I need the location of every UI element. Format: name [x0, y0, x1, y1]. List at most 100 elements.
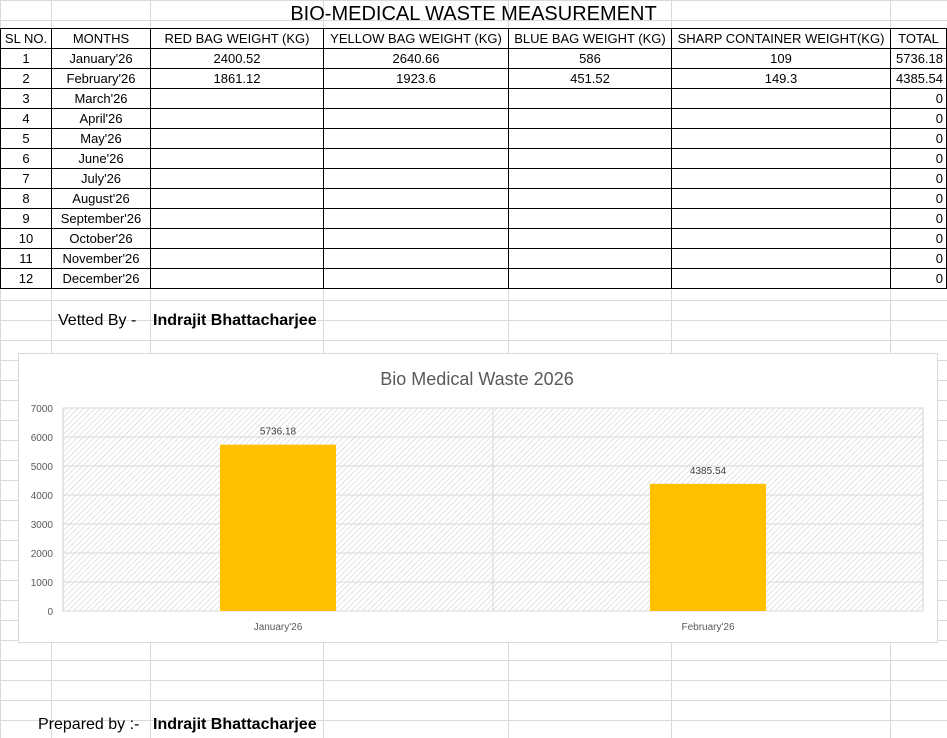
- column-header[interactable]: SL NO.: [0, 28, 52, 49]
- table-cell[interactable]: 4385.54: [890, 68, 947, 89]
- table-cell[interactable]: 3: [0, 88, 52, 109]
- table-cell[interactable]: [150, 168, 324, 189]
- table-cell[interactable]: [671, 128, 891, 149]
- column-header[interactable]: RED BAG WEIGHT (KG): [150, 28, 324, 49]
- table-cell[interactable]: June'26: [51, 148, 151, 169]
- vetted-by-name[interactable]: Indrajit Bhattacharjee: [153, 312, 317, 329]
- table-cell[interactable]: [323, 248, 509, 269]
- prepared-by-name[interactable]: Indrajit Bhattacharjee: [153, 716, 317, 733]
- table-cell[interactable]: [671, 188, 891, 209]
- table-cell[interactable]: [323, 228, 509, 249]
- table-cell[interactable]: 0: [890, 228, 947, 249]
- column-header[interactable]: BLUE BAG WEIGHT (KG): [508, 28, 672, 49]
- sheet-title[interactable]: BIO-MEDICAL WASTE MEASUREMENT: [290, 3, 657, 25]
- table-cell[interactable]: 2: [0, 68, 52, 89]
- table-cell[interactable]: 2400.52: [150, 48, 324, 69]
- vetted-by-label[interactable]: Vetted By -: [58, 312, 137, 329]
- table-cell[interactable]: [671, 228, 891, 249]
- table-cell[interactable]: 8: [0, 188, 52, 209]
- table-cell[interactable]: [150, 268, 324, 289]
- table-cell[interactable]: 0: [890, 148, 947, 169]
- table-cell[interactable]: 1923.6: [323, 68, 509, 89]
- table-cell[interactable]: 5736.18: [890, 48, 947, 69]
- column-header[interactable]: SHARP CONTAINER WEIGHT(KG): [671, 28, 891, 49]
- table-cell[interactable]: July'26: [51, 168, 151, 189]
- table-cell[interactable]: May'26: [51, 128, 151, 149]
- table-cell[interactable]: [150, 88, 324, 109]
- column-header[interactable]: YELLOW BAG WEIGHT (KG): [323, 28, 509, 49]
- table-cell[interactable]: [323, 88, 509, 109]
- chart-canvas: Bio Medical Waste 2026 0 1000 2000 3000 4000…: [31, 369, 924, 633]
- table-cell[interactable]: [671, 148, 891, 169]
- bar-chart[interactable]: Bio Medical Waste 2026 0 1000 2000 3000 4000…: [18, 353, 938, 643]
- table-cell[interactable]: 0: [890, 208, 947, 229]
- table-cell[interactable]: 7: [0, 168, 52, 189]
- table-cell[interactable]: [508, 168, 672, 189]
- table-cell[interactable]: [150, 208, 324, 229]
- column-header[interactable]: TOTAL: [890, 28, 947, 49]
- table-cell[interactable]: 0: [890, 128, 947, 149]
- data-label: 4385.54: [690, 466, 727, 477]
- column-header[interactable]: MONTHS: [51, 28, 151, 49]
- table-cell[interactable]: [150, 148, 324, 169]
- table-cell[interactable]: 0: [890, 248, 947, 269]
- table-cell[interactable]: [508, 268, 672, 289]
- table-cell[interactable]: [508, 208, 672, 229]
- table-cell[interactable]: [150, 108, 324, 129]
- table-cell[interactable]: [323, 168, 509, 189]
- table-cell[interactable]: [323, 148, 509, 169]
- table-cell[interactable]: [508, 248, 672, 269]
- table-cell[interactable]: [508, 188, 672, 209]
- table-cell[interactable]: [323, 208, 509, 229]
- table-cell[interactable]: [508, 108, 672, 129]
- table-cell[interactable]: September'26: [51, 208, 151, 229]
- table-cell[interactable]: [150, 128, 324, 149]
- table-cell[interactable]: 1: [0, 48, 52, 69]
- table-cell[interactable]: 12: [0, 268, 52, 289]
- table-cell[interactable]: 0: [890, 168, 947, 189]
- table-cell[interactable]: 10: [0, 228, 52, 249]
- table-cell[interactable]: 0: [890, 108, 947, 129]
- table-cell[interactable]: [150, 248, 324, 269]
- table-row: 11 November'26 0: [0, 248, 947, 269]
- table-cell[interactable]: 0: [890, 188, 947, 209]
- table-cell[interactable]: August'26: [51, 188, 151, 209]
- table-cell[interactable]: 586: [508, 48, 672, 69]
- table-cell[interactable]: [508, 148, 672, 169]
- table-cell[interactable]: December'26: [51, 268, 151, 289]
- table-cell[interactable]: 2640.66: [323, 48, 509, 69]
- table-cell[interactable]: 0: [890, 88, 947, 109]
- table-cell[interactable]: 9: [0, 208, 52, 229]
- table-cell[interactable]: April'26: [51, 108, 151, 129]
- table-cell[interactable]: 5: [0, 128, 52, 149]
- table-cell[interactable]: 6: [0, 148, 52, 169]
- table-cell[interactable]: [671, 208, 891, 229]
- table-cell[interactable]: [323, 268, 509, 289]
- table-cell[interactable]: 149.3: [671, 68, 891, 89]
- table-cell[interactable]: February'26: [51, 68, 151, 89]
- table-cell[interactable]: 1861.12: [150, 68, 324, 89]
- table-cell[interactable]: [323, 128, 509, 149]
- table-cell[interactable]: [150, 188, 324, 209]
- table-cell[interactable]: [150, 228, 324, 249]
- table-cell[interactable]: [671, 248, 891, 269]
- table-cell[interactable]: [508, 228, 672, 249]
- table-cell[interactable]: [508, 88, 672, 109]
- table-cell[interactable]: [323, 188, 509, 209]
- table-cell[interactable]: November'26: [51, 248, 151, 269]
- table-cell[interactable]: 109: [671, 48, 891, 69]
- table-cell[interactable]: 451.52: [508, 68, 672, 89]
- table-cell[interactable]: [671, 168, 891, 189]
- table-cell[interactable]: [671, 268, 891, 289]
- table-cell[interactable]: 0: [890, 268, 947, 289]
- table-cell[interactable]: January'26: [51, 48, 151, 69]
- table-cell[interactable]: 4: [0, 108, 52, 129]
- table-cell[interactable]: [323, 108, 509, 129]
- table-cell[interactable]: October'26: [51, 228, 151, 249]
- table-cell[interactable]: [671, 108, 891, 129]
- table-cell[interactable]: 11: [0, 248, 52, 269]
- table-cell[interactable]: March'26: [51, 88, 151, 109]
- table-cell[interactable]: [508, 128, 672, 149]
- prepared-by-label[interactable]: Prepared by :-: [38, 716, 140, 733]
- table-cell[interactable]: [671, 88, 891, 109]
